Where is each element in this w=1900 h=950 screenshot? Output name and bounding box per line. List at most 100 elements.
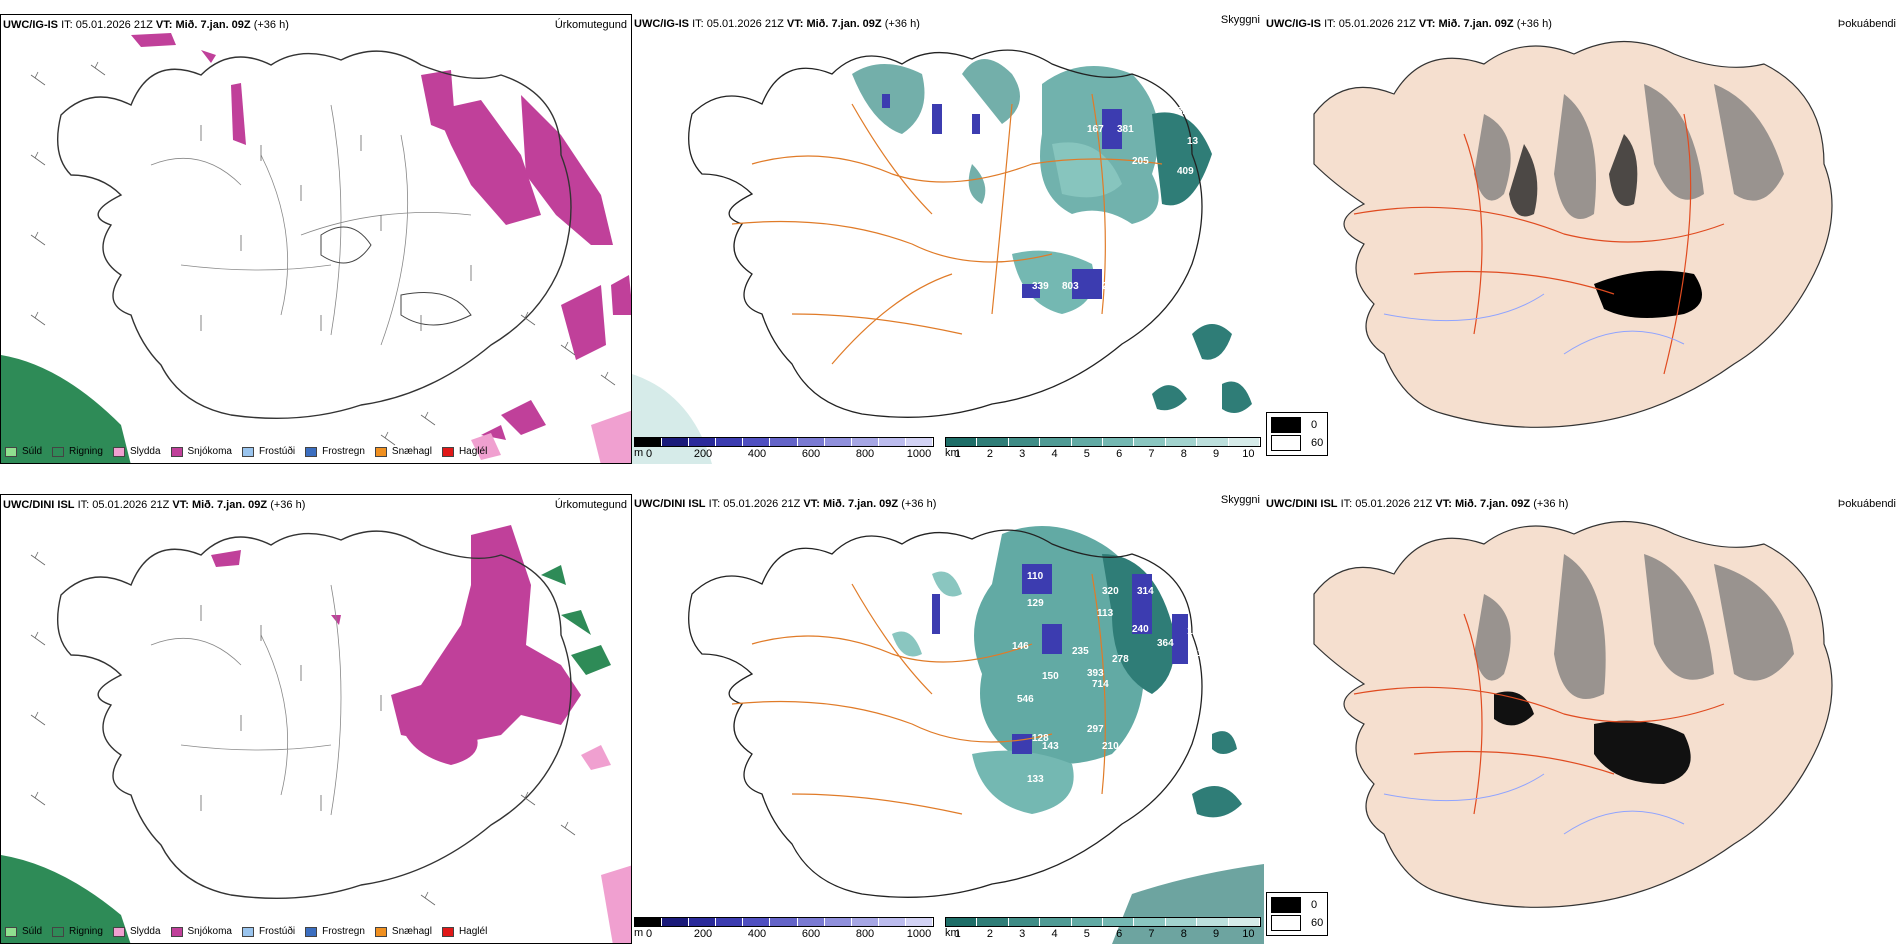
cloud-base-value: 152 [1197,648,1214,659]
fog-legend-swatch [1271,915,1301,931]
cloud-base-value: 146 [1012,641,1029,652]
visibility-ticks: 1 2 3 4 5 6 7 8 9 10 [945,927,1261,941]
colorbar-segment [770,438,798,446]
colorbar-tick: 8 [1180,448,1187,460]
cloud-base-value: 60 [1077,244,1089,255]
colorbar-segment [1040,438,1072,446]
cloud-base-value: 113 [1097,608,1114,619]
cloud-base-value: 314 [1137,586,1154,597]
cloud-base-value: 32 [1177,106,1189,117]
colorbar-tick: 600 [801,928,821,940]
colorbar-segment [946,918,978,926]
colorbar-segment [662,918,690,926]
visibility-panel-row1: 167 381 13 205 409 253 98 646 77 60 339 803 214 32 UW… [632,14,1264,464]
colorbar-tick: 2 [986,448,993,460]
colorbar-segment [851,918,879,926]
colorbar-tick: 200 [693,928,713,940]
colorbar-tick: 10 [1242,928,1255,940]
legend-label: Súld [22,926,43,937]
cloud-base-value: 214 [1102,281,1119,292]
legend-item: Slydda [112,446,161,457]
panel-header: UWC/DINI ISL IT: 05.01.2026 21Z VT: Mið.… [1266,498,1896,510]
colorbar-segment [1040,918,1072,926]
colorbar-tick: 5 [1083,448,1090,460]
colorbar-segment [905,438,934,446]
colorbar-tick: 3 [1019,928,1026,940]
legend-label: Snjókoma [187,926,232,937]
colorbar-tick: 4 [1051,448,1058,460]
colorbar-tick: 800 [855,928,875,940]
visibility-panel-row2: 110 320 314 98 129 113 240 137 364 152 146 235 278 39… [632,494,1264,944]
cloud-base-value: 133 [1027,774,1044,785]
panel-header: UWC/DINI ISL IT: 05.01.2026 21Z VT: Mið.… [634,494,1260,510]
legend-swatch [441,446,454,457]
legend-item: Snæhagl [374,446,432,457]
colorbar-segment [1228,918,1261,926]
colorbar-segment [977,438,1009,446]
legend-item: Frostúði [241,446,295,457]
cloud-base-value: 150 [1042,671,1059,682]
visibility-unit: km [945,927,960,939]
cloud-base-value: 210 [1102,741,1119,752]
colorbar-tick: 200 [693,448,713,460]
colorbar-tick: 1000 [906,448,932,460]
legend-label: Rigning [69,926,103,937]
fog-legend-row2: 0 60 [1266,892,1329,936]
legend-label: Snæhagl [391,446,432,457]
colorbar-tick: 2 [986,928,993,940]
legend-item: Snæhagl [374,926,432,937]
panel-header: UWC/IG-IS IT: 05.01.2026 21Z VT: Mið. 7.… [3,19,627,31]
colorbar-tick: 0 [645,448,653,460]
cloud-base-value: 77 [1107,216,1119,227]
legend-swatch [241,446,254,457]
colorbar-tick: 9 [1212,448,1220,460]
legend-swatch [5,446,17,457]
colorbar-tick: 10 [1242,448,1255,460]
colorbar-segment [851,438,879,446]
fog-legend-swatch [1271,435,1301,451]
precip-type-panel-row2: UWC/DINI ISL IT: 05.01.2026 21Z VT: Mið.… [0,494,632,944]
panel-title: Skyggni [1220,494,1260,506]
panel-header: UWC/IG-IS IT: 05.01.2026 21Z VT: Mið. 7.… [1266,18,1896,30]
precip-map-row1 [1,33,631,463]
visibility-bar [945,437,1261,447]
cloud-base-value: 253 [1207,176,1224,187]
legend-item: Súld [5,926,42,937]
legend-swatch [52,926,65,937]
legend-label: Súld [22,446,43,457]
model-name: UWC/IG-IS [3,19,58,31]
fog-legend-row1: 0 60 [1266,412,1329,456]
cloud-base-value: 646 [1172,216,1189,227]
colorbar-segment [905,918,934,926]
cloud-base-value: 278 [1112,654,1129,665]
legend-swatch [374,446,387,457]
legend-item: Frostregn [305,446,365,457]
colorbar-segment [1134,438,1166,446]
legend-item: Haglél [441,446,487,457]
colorbar-segment [1165,918,1198,926]
cloud-base-bar [634,437,934,447]
precip-legend-row1: Súld Rigning Slydda Snjókoma Frostúði Frostre… [5,446,487,457]
precip-map-row2 [1,525,631,943]
legend-swatch [52,446,65,457]
legend-swatch [112,446,125,457]
legend-item: Haglél [441,926,487,937]
colorbar-tick: 400 [747,448,767,460]
colorbar-segment [1103,438,1135,446]
colorbar-tick: 7 [1148,928,1155,940]
panel-header: UWC/IG-IS IT: 05.01.2026 21Z VT: Mið. 7.… [634,14,1260,30]
colorbar-segment [770,918,798,926]
cloud-base-value: 409 [1177,166,1194,177]
legend-swatch [305,446,318,457]
legend-label: Slydda [129,926,161,937]
colorbar-tick: 5 [1083,928,1090,940]
cloud-base-value: 13 [1187,136,1199,147]
colorbar-segment [1071,438,1104,446]
legend-swatch [241,926,254,937]
colorbar-tick: 9 [1212,928,1220,940]
colorbar-segment [689,918,717,926]
panel-title: Þokuábendi [1837,18,1896,30]
cloud-base-colorbar-row2: 0 200 400 600 800 1000 m [634,917,934,941]
